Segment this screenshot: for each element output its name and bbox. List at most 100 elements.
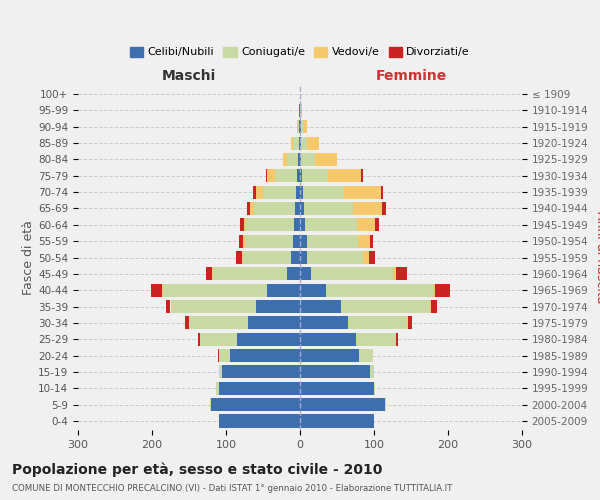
Bar — [244, 218, 246, 232]
Bar — [396, 268, 407, 280]
Bar — [315, 153, 337, 166]
Bar — [296, 186, 300, 198]
Bar — [163, 284, 266, 296]
Bar — [218, 349, 230, 362]
Bar — [243, 251, 291, 264]
Text: Maschi: Maschi — [162, 68, 216, 82]
Bar — [361, 169, 363, 182]
Bar — [212, 268, 287, 280]
Bar — [300, 414, 374, 428]
Bar — [268, 169, 275, 182]
Bar — [300, 268, 311, 280]
Bar — [297, 120, 298, 133]
Bar — [433, 284, 436, 296]
Bar — [237, 332, 300, 346]
Bar — [298, 120, 299, 133]
Bar — [431, 300, 437, 313]
Bar — [307, 251, 363, 264]
Bar — [275, 169, 297, 182]
Bar — [166, 300, 170, 313]
Bar — [293, 234, 300, 248]
Bar — [300, 349, 359, 362]
Text: Femmine: Femmine — [376, 68, 446, 82]
Bar — [243, 234, 245, 248]
Bar — [299, 136, 300, 149]
Bar — [359, 349, 373, 362]
Bar — [341, 300, 430, 313]
Bar — [370, 366, 374, 378]
Bar — [222, 366, 300, 378]
Bar — [396, 332, 398, 346]
Y-axis label: Anni di nascita: Anni di nascita — [594, 211, 600, 304]
Bar — [355, 332, 396, 346]
Bar — [170, 300, 256, 313]
Bar — [291, 251, 300, 264]
Bar — [301, 120, 303, 133]
Bar — [300, 136, 301, 149]
Y-axis label: Fasce di età: Fasce di età — [22, 220, 35, 295]
Bar — [307, 136, 319, 149]
Bar — [236, 251, 242, 264]
Bar — [353, 202, 382, 215]
Bar — [253, 186, 256, 198]
Bar — [300, 332, 355, 346]
Bar — [385, 398, 386, 411]
Bar — [380, 186, 383, 198]
Bar — [151, 284, 163, 296]
Bar — [254, 202, 295, 215]
Bar — [300, 251, 307, 264]
Bar — [300, 316, 348, 330]
Bar — [218, 366, 222, 378]
Bar — [283, 153, 287, 166]
Bar — [300, 366, 370, 378]
Bar — [230, 349, 300, 362]
Bar — [301, 153, 315, 166]
Bar — [266, 169, 268, 182]
Bar — [240, 218, 244, 232]
Bar — [300, 202, 304, 215]
Bar — [300, 104, 301, 117]
Bar — [370, 234, 373, 248]
Bar — [198, 332, 200, 346]
Bar — [189, 316, 248, 330]
Bar — [305, 218, 357, 232]
Bar — [328, 169, 361, 182]
Legend: Celibi/Nubili, Coniugati/e, Vedovi/e, Divorziati/e: Celibi/Nubili, Coniugati/e, Vedovi/e, Di… — [125, 42, 475, 62]
Bar — [300, 284, 326, 296]
Bar — [185, 316, 189, 330]
Bar — [436, 284, 450, 296]
Bar — [430, 300, 431, 313]
Bar — [300, 300, 341, 313]
Bar — [369, 251, 375, 264]
Bar — [287, 268, 300, 280]
Bar — [311, 268, 392, 280]
Text: Popolazione per età, sesso e stato civile - 2010: Popolazione per età, sesso e stato civil… — [12, 462, 382, 477]
Bar — [300, 169, 302, 182]
Bar — [293, 136, 299, 149]
Bar — [303, 186, 344, 198]
Bar — [303, 120, 307, 133]
Bar — [218, 382, 300, 395]
Bar — [301, 136, 307, 149]
Bar — [299, 120, 300, 133]
Bar — [300, 153, 301, 166]
Bar — [206, 268, 212, 280]
Bar — [217, 382, 218, 395]
Bar — [302, 169, 328, 182]
Bar — [358, 234, 370, 248]
Bar — [326, 284, 433, 296]
Bar — [357, 218, 376, 232]
Bar — [392, 268, 396, 280]
Bar — [307, 234, 358, 248]
Bar — [382, 202, 386, 215]
Bar — [300, 382, 374, 395]
Bar — [300, 120, 301, 133]
Bar — [304, 202, 353, 215]
Bar — [291, 136, 293, 149]
Bar — [300, 398, 385, 411]
Bar — [301, 104, 302, 117]
Bar — [344, 186, 380, 198]
Bar — [200, 332, 237, 346]
Bar — [247, 202, 250, 215]
Bar — [246, 218, 294, 232]
